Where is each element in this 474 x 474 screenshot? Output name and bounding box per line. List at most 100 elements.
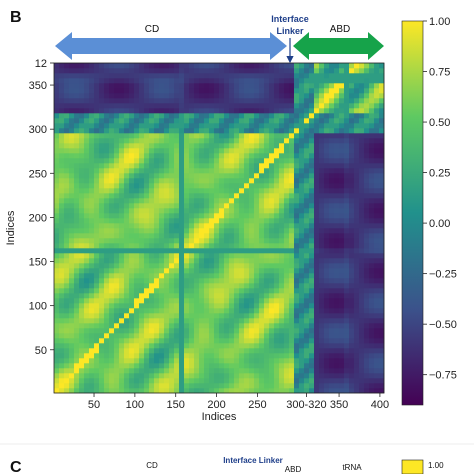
heatmap-cell [99, 113, 105, 119]
heatmap-cell [264, 318, 270, 324]
heatmap-cell [264, 223, 270, 229]
heatmap-cell [344, 368, 350, 374]
heatmap-cell [354, 123, 360, 129]
heatmap-cell [239, 258, 245, 264]
heatmap-cell [289, 113, 295, 119]
heatmap-cell [104, 368, 110, 374]
heatmap-cell [59, 88, 65, 94]
heatmap-cell [254, 288, 260, 294]
heatmap-cell [54, 163, 60, 169]
heatmap-cell [84, 228, 90, 234]
heatmap-cell [279, 293, 285, 299]
heatmap-cell [99, 343, 105, 349]
heatmap-cell [54, 228, 60, 234]
heatmap-cell [269, 333, 275, 339]
heatmap-cell [229, 353, 235, 359]
heatmap-cell [239, 248, 245, 254]
x-tick-label: 100 [126, 399, 144, 411]
heatmap-cell [329, 298, 335, 304]
heatmap-cell [224, 298, 230, 304]
heatmap-cell [204, 218, 210, 224]
heatmap-cell [79, 263, 85, 269]
heatmap-cell [189, 163, 195, 169]
heatmap-cell [284, 283, 290, 289]
heatmap-cell [304, 328, 310, 334]
heatmap-cell [354, 83, 360, 89]
heatmap-cell [239, 323, 245, 329]
heatmap-cell [209, 373, 215, 379]
heatmap-cell [144, 193, 150, 199]
heatmap-cell [89, 128, 95, 134]
heatmap-cell [334, 268, 340, 274]
heatmap-cell [234, 228, 240, 234]
heatmap-cell [234, 303, 240, 309]
heatmap-cell [69, 273, 75, 279]
heatmap-cell [289, 378, 295, 384]
heatmap-cell [74, 83, 80, 89]
heatmap-cell [329, 328, 335, 334]
heatmap-cell [219, 73, 225, 79]
heatmap-cell [349, 63, 355, 69]
heatmap-cell [139, 293, 145, 299]
heatmap-cell [344, 118, 350, 124]
heatmap-cell [339, 78, 345, 84]
heatmap-cell [339, 213, 345, 219]
heatmap-cell [174, 203, 180, 209]
heatmap-cell [309, 183, 315, 189]
heatmap-cell [294, 323, 300, 329]
heatmap-cell [59, 198, 65, 204]
heatmap-cell [119, 213, 125, 219]
heatmap-cell [119, 383, 125, 389]
heatmap-cell [234, 123, 240, 129]
heatmap-cell [144, 208, 150, 214]
heatmap-cell [244, 348, 250, 354]
heatmap-cell [244, 343, 250, 349]
heatmap-cell [94, 253, 100, 259]
heatmap-cell [304, 278, 310, 284]
heatmap-cell [54, 63, 60, 69]
heatmap-cell [269, 248, 275, 254]
heatmap-cell [274, 178, 280, 184]
heatmap-cell [94, 333, 100, 339]
heatmap-cell [329, 233, 335, 239]
heatmap-cell [239, 183, 245, 189]
heatmap-cell [279, 128, 285, 134]
heatmap-cell [79, 143, 85, 149]
heatmap-cell [84, 263, 90, 269]
heatmap-cell [264, 68, 270, 74]
heatmap-cell [209, 383, 215, 389]
heatmap-cell [374, 133, 380, 139]
heatmap-cell [169, 318, 175, 324]
heatmap-cell [349, 188, 355, 194]
heatmap-cell [89, 198, 95, 204]
heatmap-cell [194, 148, 200, 154]
heatmap-cell [259, 338, 265, 344]
heatmap-cell [129, 208, 135, 214]
heatmap-cell [59, 148, 65, 154]
heatmap-cell [299, 193, 305, 199]
heatmap-cell [149, 133, 155, 139]
heatmap-cell [224, 163, 230, 169]
heatmap-cell [219, 333, 225, 339]
heatmap-cell [334, 293, 340, 299]
heatmap-cell [179, 203, 185, 209]
heatmap-cell [259, 153, 265, 159]
heatmap-cell [369, 153, 375, 159]
heatmap-cell [119, 308, 125, 314]
heatmap-cell [314, 83, 320, 89]
heatmap-cell [249, 383, 255, 389]
heatmap-cell [129, 233, 135, 239]
heatmap-cell [234, 288, 240, 294]
heatmap-cell [104, 178, 110, 184]
heatmap-cell [129, 248, 135, 254]
heatmap-cell [304, 123, 310, 129]
heatmap-cell [164, 128, 170, 134]
heatmap-cell [104, 138, 110, 144]
heatmap-cell [234, 73, 240, 79]
heatmap-cell [249, 138, 255, 144]
heatmap-cell [279, 73, 285, 79]
heatmap-cell [284, 108, 290, 114]
heatmap-cell [59, 178, 65, 184]
heatmap-cell [129, 213, 135, 219]
